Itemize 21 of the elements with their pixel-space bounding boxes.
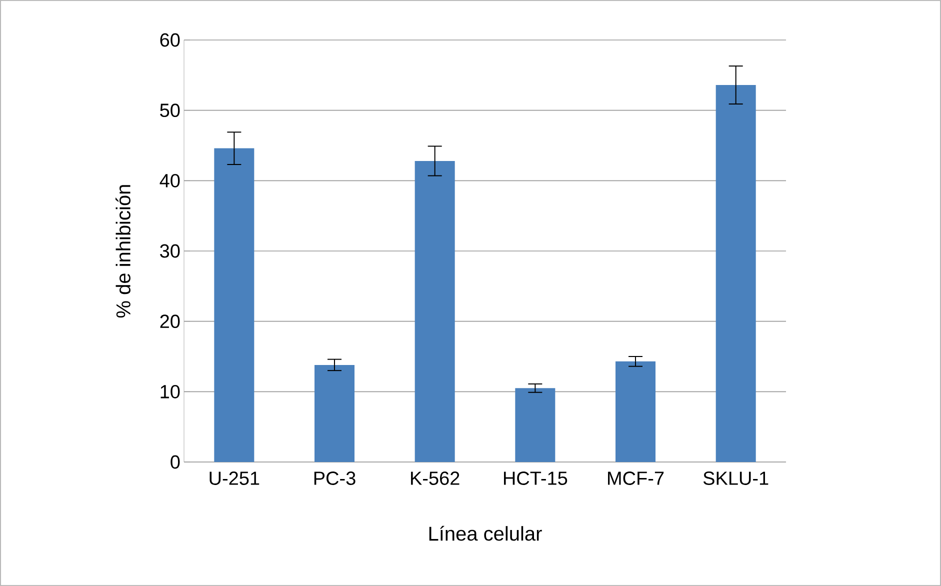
bar xyxy=(616,361,656,462)
x-tick-label: U-251 xyxy=(210,472,260,485)
y-tick-label: 10 xyxy=(160,384,180,398)
y-tick-label: 30 xyxy=(160,244,180,258)
x-axis-title: Línea celular xyxy=(429,526,542,541)
x-tick-label: K-562 xyxy=(411,472,460,485)
bar xyxy=(214,148,254,462)
y-tick-label: 60 xyxy=(160,33,180,47)
y-tick-label: 0 xyxy=(170,455,180,469)
y-tick-label: 40 xyxy=(160,174,180,188)
x-tick-label: PC-3 xyxy=(314,472,356,485)
y-tick-label: 50 xyxy=(160,104,180,118)
y-tick-label: 20 xyxy=(160,314,180,328)
x-tick-label: MCF-7 xyxy=(608,472,664,485)
x-tick-label: HCT-15 xyxy=(504,472,568,485)
bar xyxy=(515,388,556,462)
x-tick-label: SKLU-1 xyxy=(703,472,768,485)
y-axis-title: % de inhibición xyxy=(116,185,130,318)
bar xyxy=(314,364,355,462)
bar xyxy=(414,160,455,462)
bar xyxy=(716,85,756,462)
